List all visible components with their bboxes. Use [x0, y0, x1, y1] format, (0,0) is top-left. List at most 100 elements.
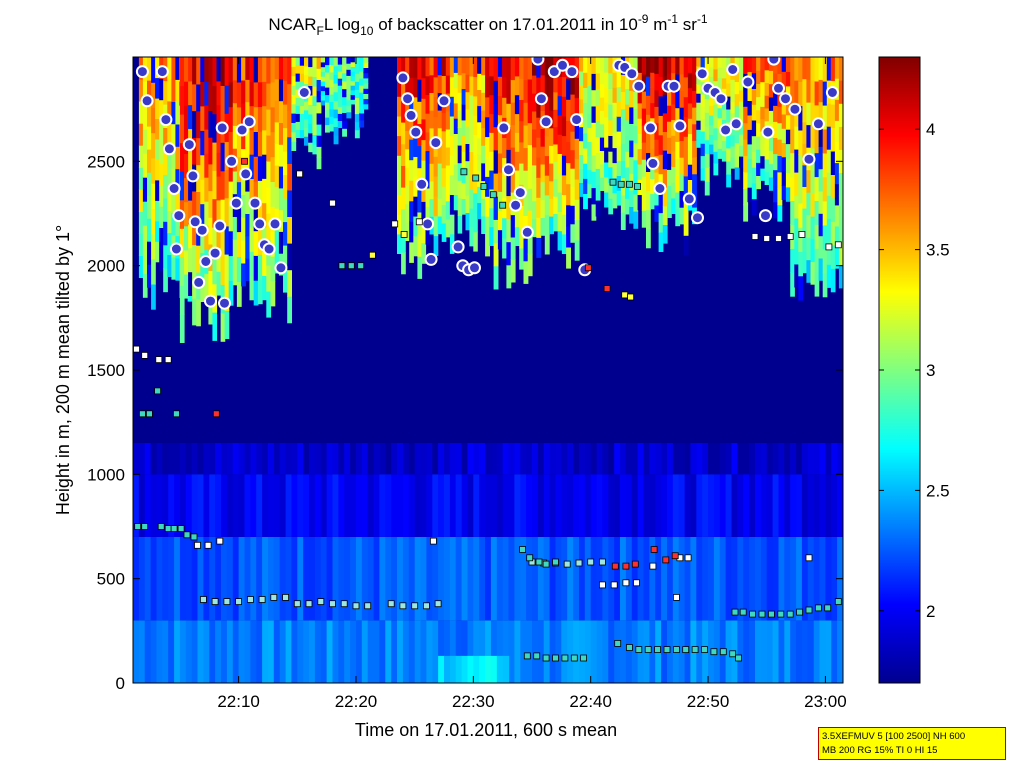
- heatmap-cell: [216, 199, 222, 225]
- heatmap-cell: [155, 118, 160, 140]
- heatmap-cell: [244, 536, 251, 621]
- heatmap-cell: [304, 101, 309, 111]
- layer-marker: [194, 541, 201, 549]
- heatmap-cell: [608, 104, 614, 121]
- heatmap-cell: [658, 193, 664, 214]
- heatmap-cell: [584, 536, 592, 621]
- heatmap-cell: [760, 155, 766, 169]
- heatmap-cell: [671, 135, 676, 152]
- heatmap-cell: [566, 141, 571, 164]
- heatmap-cell: [167, 144, 172, 168]
- heatmap-cell: [196, 57, 201, 85]
- layer-marker: [391, 220, 399, 228]
- trace-marker: [422, 602, 430, 610]
- heatmap-cell: [385, 620, 392, 683]
- heatmap-cell: [806, 214, 812, 238]
- heatmap-cell: [179, 142, 185, 172]
- heatmap-cell: [678, 474, 686, 537]
- heatmap-cell: [354, 113, 360, 123]
- heatmap-cell: [469, 94, 474, 115]
- heatmap-cell: [204, 105, 209, 130]
- heatmap-cell: [612, 162, 618, 179]
- heatmap-cell: [413, 215, 418, 237]
- heatmap-cell: [461, 72, 467, 89]
- heatmap-cell: [308, 123, 313, 134]
- heatmap-cell: [208, 57, 214, 85]
- heatmap-cell: [764, 95, 770, 109]
- heatmap-cell: [781, 99, 787, 115]
- heatmap-cell: [346, 87, 352, 95]
- heatmap-cell: [236, 181, 242, 208]
- heatmap-cell: [421, 160, 427, 182]
- heatmap-cell: [266, 291, 272, 318]
- heatmap-cell: [287, 269, 292, 297]
- heatmap-cell: [768, 176, 774, 191]
- heatmap-cell: [608, 72, 614, 89]
- heatmap-cell: [650, 72, 655, 88]
- heatmap-cell: [625, 166, 630, 184]
- heatmap-cell: [179, 313, 185, 343]
- heatmap-cell: [469, 226, 474, 247]
- heatmap-cell: [367, 443, 375, 475]
- heatmap-cell: [481, 198, 486, 217]
- heatmap-cell: [557, 172, 563, 193]
- layer-marker: [138, 410, 146, 418]
- heatmap-cell: [256, 474, 263, 537]
- heatmap-cell: [532, 164, 537, 184]
- heatmap-cell: [672, 443, 680, 475]
- heatmap-cell: [278, 57, 284, 80]
- heatmap-cell: [625, 443, 633, 475]
- heatmap-cell: [250, 443, 257, 475]
- heatmap-cell: [168, 443, 175, 475]
- heatmap-cell: [155, 200, 160, 222]
- heatmap-cell: [536, 217, 542, 238]
- heatmap-cell: [555, 474, 562, 537]
- heatmap-cell: [801, 474, 809, 537]
- heatmap-cell: [291, 57, 297, 67]
- heatmap-cell: [168, 536, 175, 621]
- heatmap-cell: [425, 169, 431, 189]
- layer-marker: [786, 610, 794, 618]
- heatmap-cell: [629, 90, 634, 108]
- heatmap-cell: [133, 474, 140, 537]
- heatmap-cell: [333, 126, 339, 136]
- heatmap-cell: [232, 216, 238, 240]
- heatmap-cell: [802, 164, 808, 187]
- heatmap-cell: [777, 122, 783, 140]
- heatmap-cell: [200, 154, 205, 180]
- heatmap-cell: [159, 163, 164, 186]
- cloud-top-marker: [468, 261, 481, 275]
- heatmap-cell: [167, 100, 172, 124]
- heatmap-cell: [308, 94, 313, 105]
- heatmap-cell: [171, 145, 177, 169]
- heatmap-cell: [421, 118, 427, 141]
- heatmap-cell: [696, 75, 702, 85]
- heatmap-cell: [465, 108, 470, 127]
- layer-marker: [204, 541, 212, 549]
- heatmap-cell: [285, 474, 293, 537]
- heatmap-cell: [514, 151, 520, 171]
- heatmap-cell: [506, 241, 512, 266]
- heatmap-cell: [346, 99, 352, 107]
- layer-marker: [415, 218, 423, 226]
- heatmap-cell: [631, 536, 639, 621]
- heatmap-cell: [409, 180, 414, 202]
- cloud-top-marker: [169, 242, 183, 256]
- heatmap-cell: [417, 79, 423, 102]
- heatmap-cell: [764, 171, 770, 185]
- trace-marker: [329, 600, 336, 608]
- heatmap-cell: [749, 474, 756, 537]
- heatmap-cell: [192, 137, 197, 165]
- heatmap-cell: [291, 113, 297, 123]
- heatmap-cell: [188, 152, 193, 177]
- heatmap-cell: [506, 103, 512, 127]
- heatmap-cell: [519, 99, 525, 122]
- heatmap-cell: [138, 79, 144, 102]
- heatmap-cell: [766, 474, 774, 537]
- heatmap-cell: [658, 212, 664, 233]
- heatmap-cell: [826, 103, 832, 127]
- heatmap-cell: [777, 171, 783, 189]
- heatmap-cell: [354, 73, 360, 82]
- heatmap-cell: [429, 74, 435, 93]
